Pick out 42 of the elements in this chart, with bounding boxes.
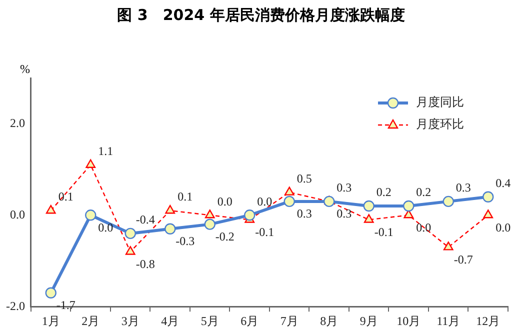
data-label: 0.5 — [296, 171, 312, 186]
x-tick-label: 1月 — [42, 314, 60, 328]
data-label: 0.1 — [178, 190, 193, 204]
legend-label: 月度同比 — [416, 95, 464, 110]
x-tick-label: 7月 — [280, 314, 298, 328]
data-label: 0.0 — [496, 220, 511, 234]
data-label: 0.0 — [98, 220, 114, 234]
x-tick-label: 2月 — [82, 314, 100, 328]
x-tick-label: 5月 — [200, 314, 219, 328]
x-tick-label: 11月 — [436, 314, 460, 328]
data-label: 0.2 — [376, 185, 392, 200]
x-tick-label: 9月 — [360, 314, 378, 328]
data-label: -0.1 — [255, 224, 274, 239]
data-label: 0.2 — [416, 185, 432, 200]
chart-title: 图 3 2024 年居民消费价格月度涨跌幅度 — [116, 6, 406, 25]
data-label: 0.3 — [296, 206, 312, 221]
data-label: -0.3 — [176, 234, 195, 248]
x-tick-label: 6月 — [240, 314, 259, 328]
data-label: 0.3 — [336, 206, 352, 221]
legend-label: 月度环比 — [416, 117, 464, 132]
x-tick-label: 12月 — [476, 314, 500, 328]
y-axis-title: % — [20, 62, 30, 77]
y-tick-label: 0.0 — [10, 207, 25, 222]
x-tick-label: 4月 — [161, 314, 180, 328]
x-tick-label: 10月 — [396, 314, 421, 328]
data-label: -0.7 — [454, 252, 473, 266]
data-label: 0.0 — [217, 194, 232, 208]
data-label: 0.4 — [496, 176, 511, 190]
data-label: 0.1 — [58, 190, 74, 204]
x-tick-label: 8月 — [320, 314, 338, 328]
y-tick-label: 2.0 — [10, 116, 25, 130]
data-label: 0.3 — [336, 180, 352, 195]
x-tick-label: 3月 — [121, 314, 140, 328]
data-label: -0.8 — [136, 256, 155, 271]
data-label: -0.2 — [215, 229, 234, 244]
data-label: 0.0 — [416, 220, 432, 234]
data-label: 1.1 — [98, 144, 114, 158]
data-label: -0.4 — [136, 212, 155, 227]
data-label: 0.3 — [456, 180, 471, 195]
y-tick-label: -2.0 — [6, 298, 25, 313]
data-label: 0.0 — [257, 194, 272, 208]
data-label: -0.1 — [374, 224, 394, 239]
